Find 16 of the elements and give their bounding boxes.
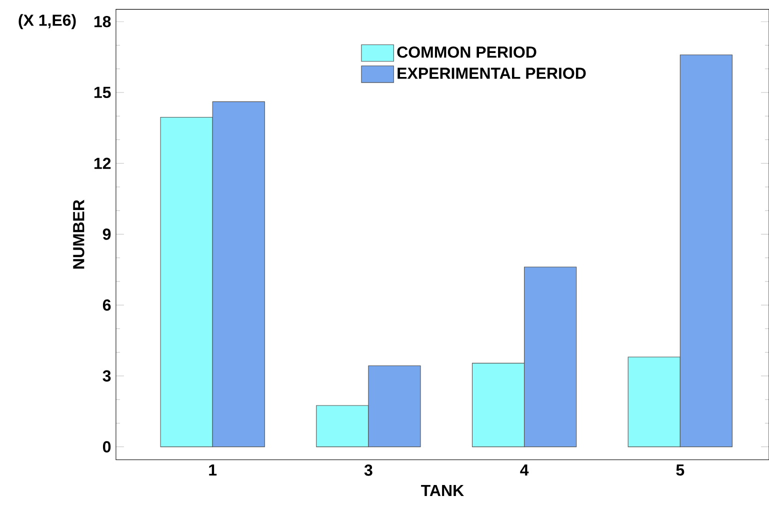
y-tick-label: 0 [102,440,111,452]
y-tick-label: 18 [94,16,111,28]
x-tick-label: 1 [209,464,217,476]
x-tick-label: 5 [676,464,684,476]
y-tick-label: 6 [102,299,111,311]
x-tick-label: 3 [364,464,372,476]
text: (X 1,E6) [18,14,76,29]
y-tick-label: 9 [102,228,111,240]
y-axis-title: NUMBER [73,200,84,268]
legend-label: EXPERIMENTAL PERIOD [398,67,586,79]
legend-label: COMMON PERIOD [397,46,536,58]
y-tick-label: 12 [94,158,111,169]
y-tick-label: 3 [102,370,111,382]
x-axis-title: TANK [421,484,464,496]
x-tick-label: 4 [520,464,529,476]
y-tick-label: 15 [94,86,111,98]
